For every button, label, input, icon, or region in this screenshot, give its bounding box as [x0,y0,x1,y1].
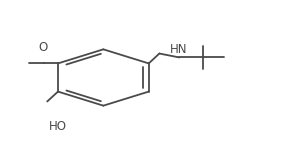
Text: HO: HO [49,120,67,133]
Text: O: O [39,41,48,54]
Text: HN: HN [170,43,187,56]
